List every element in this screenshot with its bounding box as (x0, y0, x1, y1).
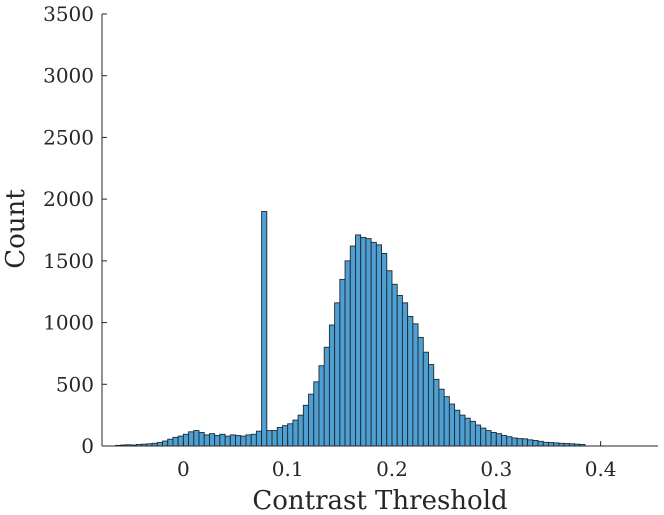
histogram-bars (115, 211, 586, 447)
histogram-bar (438, 388, 445, 447)
histogram-bar (344, 260, 351, 447)
x-axis-label: Contrast Threshold (252, 486, 507, 515)
histogram-bar (323, 346, 330, 447)
histogram-bar (422, 351, 429, 447)
histogram-bar (506, 436, 513, 447)
histogram-bar (255, 430, 263, 447)
histogram-bar (229, 434, 236, 447)
histogram-bar (208, 433, 216, 447)
histogram-bar (334, 302, 341, 447)
x-tick-label: 0.1 (272, 457, 304, 481)
histogram-bar (219, 433, 226, 447)
histogram-bar (167, 438, 174, 447)
histogram-bar (428, 364, 435, 447)
y-tick-label: 2500 (43, 125, 94, 149)
histogram-bar (485, 430, 492, 447)
histogram-bar (375, 244, 383, 447)
histogram-bar (188, 431, 195, 447)
histogram-bar (240, 435, 247, 447)
histogram-bar (401, 302, 409, 447)
histogram-bar (156, 442, 163, 447)
histogram-bar (203, 434, 210, 447)
histogram-bar (318, 365, 325, 447)
x-tick-label: 0.2 (376, 457, 408, 481)
histogram-bar (245, 434, 252, 447)
histogram-bar (386, 270, 393, 447)
histogram-bar (474, 424, 482, 447)
histogram-bar (349, 245, 356, 447)
histogram-bar (282, 425, 289, 447)
histogram-bar (381, 253, 388, 447)
y-tick-label: 2000 (43, 187, 94, 211)
histogram-bar (261, 211, 268, 447)
histogram-bar (527, 439, 534, 447)
histogram-bar (313, 381, 320, 447)
histogram-bar (370, 241, 377, 447)
y-tick-label: 3500 (43, 2, 94, 26)
x-ticks: 0 0.1 0.2 0.3 0.4 (177, 441, 617, 481)
histogram-bar (537, 440, 544, 447)
histogram-bar (355, 234, 362, 447)
y-tick-label: 1000 (43, 311, 94, 335)
y-ticks: 0 500 1000 1500 2000 2500 3000 3500 (43, 2, 107, 458)
histogram-bar (172, 436, 179, 447)
histogram-bar (235, 435, 242, 447)
y-tick-label: 0 (81, 434, 94, 458)
histogram-bar (407, 315, 414, 447)
histogram-bar (287, 423, 294, 447)
histogram-bar (297, 414, 304, 447)
histogram-bar (454, 409, 461, 447)
histogram-bar (271, 430, 278, 447)
histogram-bar (391, 283, 398, 447)
histogram-bar (433, 378, 440, 447)
histogram-bar (360, 236, 367, 447)
histogram-bar (542, 441, 549, 447)
histogram-bar (490, 431, 497, 447)
histogram-bar (292, 419, 299, 447)
histogram-bar (459, 414, 466, 447)
histogram-bar (516, 438, 523, 447)
histogram-bar (182, 433, 190, 447)
y-tick-label: 3000 (43, 64, 94, 88)
histogram-bar (193, 430, 200, 447)
histogram-bar (501, 435, 508, 447)
histogram-bar (276, 427, 283, 447)
histogram-bar (162, 440, 169, 447)
histogram-bar (480, 427, 487, 447)
histogram-bar (365, 238, 372, 447)
histogram-bar (469, 420, 476, 447)
histogram-bar (214, 435, 221, 447)
histogram-bar (448, 403, 456, 447)
axes (101, 14, 658, 447)
histogram-bar (412, 323, 419, 447)
histogram-bar (177, 435, 184, 447)
histogram-bar (464, 417, 471, 447)
x-tick-label: 0.3 (480, 457, 512, 481)
histogram-bar (308, 393, 315, 447)
histogram-bar (302, 404, 309, 447)
histogram-bar (339, 278, 346, 447)
histogram-bar (495, 433, 502, 447)
y-axis-label: Count (1, 189, 31, 269)
histogram-bar (532, 439, 539, 447)
histogram-bar (328, 324, 336, 447)
histogram-bar (443, 396, 450, 447)
histogram-bar (548, 442, 555, 447)
histogram-bar (224, 435, 231, 447)
histogram-bar (198, 431, 205, 447)
x-tick-label: 0 (177, 457, 190, 481)
histogram-bar (396, 294, 403, 447)
histogram-bar (511, 437, 518, 447)
histogram-bar (250, 433, 257, 447)
histogram-bar (521, 438, 529, 447)
y-tick-label: 500 (56, 372, 94, 396)
histogram-bar (417, 336, 424, 447)
x-tick-label: 0.4 (585, 457, 617, 481)
y-tick-label: 1500 (43, 249, 94, 273)
histogram-bar (266, 430, 273, 447)
